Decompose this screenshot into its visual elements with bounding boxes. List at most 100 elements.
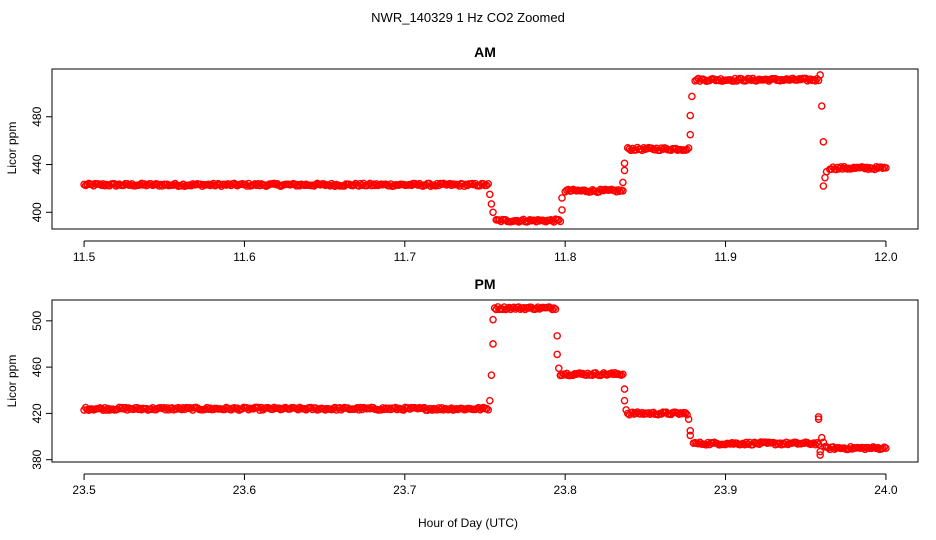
x-tick-label: 23.8 <box>554 483 578 497</box>
pm-panel-title: PM <box>475 276 496 292</box>
data-point <box>484 406 493 414</box>
y-tick-label: 480 <box>30 106 44 126</box>
data-point <box>683 410 691 419</box>
data-point <box>821 173 829 182</box>
data-point <box>684 144 693 152</box>
x-tick-label: 11.9 <box>714 250 737 264</box>
data-point <box>620 159 629 168</box>
data-point <box>487 200 496 208</box>
data-point <box>776 76 784 85</box>
data-point <box>686 426 695 435</box>
data-point <box>816 451 824 459</box>
pm-data-points <box>80 303 890 459</box>
x-tick-label: 11.8 <box>554 250 577 264</box>
data-point <box>558 194 566 202</box>
pm-plot-frame <box>51 299 919 463</box>
am-panel-title: AM <box>474 44 496 60</box>
data-point <box>819 182 828 190</box>
y-tick-label: 420 <box>30 403 44 423</box>
am-data-points <box>80 71 890 226</box>
y-tick-label: 400 <box>30 202 44 222</box>
data-point <box>553 332 561 340</box>
data-point <box>811 76 820 85</box>
data-point <box>554 215 563 224</box>
x-tick-label: 11.6 <box>233 250 256 264</box>
data-point <box>550 304 558 312</box>
data-point <box>554 364 563 373</box>
data-point <box>620 385 629 393</box>
data-point <box>811 440 820 449</box>
data-point <box>684 415 693 423</box>
data-point <box>878 444 887 453</box>
data-point <box>817 102 826 110</box>
y-tick-label: 500 <box>30 310 44 330</box>
data-point <box>686 130 695 139</box>
data-point <box>819 138 828 146</box>
data-point <box>882 164 890 172</box>
x-tick-label: 12.0 <box>874 250 898 264</box>
x-tick-label: 23.5 <box>72 483 96 497</box>
data-point <box>686 431 695 440</box>
pm-y-axis-label: Licor ppm <box>5 355 19 408</box>
data-point <box>816 447 824 456</box>
data-point <box>553 350 561 359</box>
data-point <box>486 190 494 199</box>
data-point <box>814 415 823 423</box>
data-point <box>819 438 828 447</box>
data-point <box>619 178 627 187</box>
data-point <box>489 340 497 348</box>
data-point <box>837 163 845 171</box>
data-point <box>428 406 437 414</box>
data-point <box>489 208 497 217</box>
am-axes: 11.5 11.6 11.7 11.8 11.9 12.0 400 440 480 <box>30 106 898 264</box>
data-point <box>822 167 831 176</box>
y-tick-label: 440 <box>30 154 44 174</box>
x-tick-label: 23.9 <box>714 483 738 497</box>
data-point <box>681 409 690 417</box>
x-tick-label: 24.0 <box>874 483 898 497</box>
am-y-axis-label: Licor ppm <box>5 122 19 175</box>
data-point <box>745 75 754 83</box>
data-point <box>619 186 627 195</box>
y-tick-label: 460 <box>30 357 44 377</box>
data-point <box>489 315 497 324</box>
data-point <box>391 403 400 412</box>
data-point <box>817 433 826 442</box>
data-point <box>614 186 622 194</box>
am-plot-frame <box>51 68 919 230</box>
x-tick-label: 23.6 <box>233 483 257 497</box>
x-tick-label: 11.5 <box>73 250 96 264</box>
data-point <box>482 181 491 190</box>
data-point <box>622 406 630 414</box>
data-point <box>688 92 696 101</box>
x-tick-label: 23.7 <box>393 483 417 497</box>
data-point <box>882 444 890 453</box>
data-point <box>244 405 253 414</box>
data-point <box>486 396 494 405</box>
am-panel: AM Licor ppm 11.5 11.6 11.7 11.8 11.9 12.0 400… <box>5 44 919 264</box>
data-point <box>816 71 824 79</box>
y-tick-label: 380 <box>30 449 44 469</box>
data-point <box>307 403 315 412</box>
data-point <box>482 404 491 413</box>
data-point <box>484 179 493 188</box>
data-point <box>551 305 560 313</box>
data-point <box>686 111 695 120</box>
data-point <box>809 439 818 447</box>
data-point <box>569 371 578 380</box>
data-point <box>558 206 566 214</box>
data-point <box>548 305 557 314</box>
pm-axes: 23.5 23.6 23.7 23.8 23.9 24.0 380 420 460 500 <box>30 310 898 497</box>
data-point <box>627 146 635 155</box>
data-point <box>683 145 691 154</box>
pm-panel: PM Licor ppm 23.5 23.6 23.7 23.8 23.9 24.0 380… <box>5 276 919 497</box>
data-point <box>556 217 565 226</box>
data-point <box>620 166 629 175</box>
data-point <box>814 413 823 421</box>
data-point <box>546 304 555 312</box>
data-point <box>487 371 496 380</box>
data-point <box>620 396 629 405</box>
figure-title: NWR_140329 1 Hz CO2 Zoomed <box>371 10 565 25</box>
x-tick-label: 11.7 <box>394 250 417 264</box>
